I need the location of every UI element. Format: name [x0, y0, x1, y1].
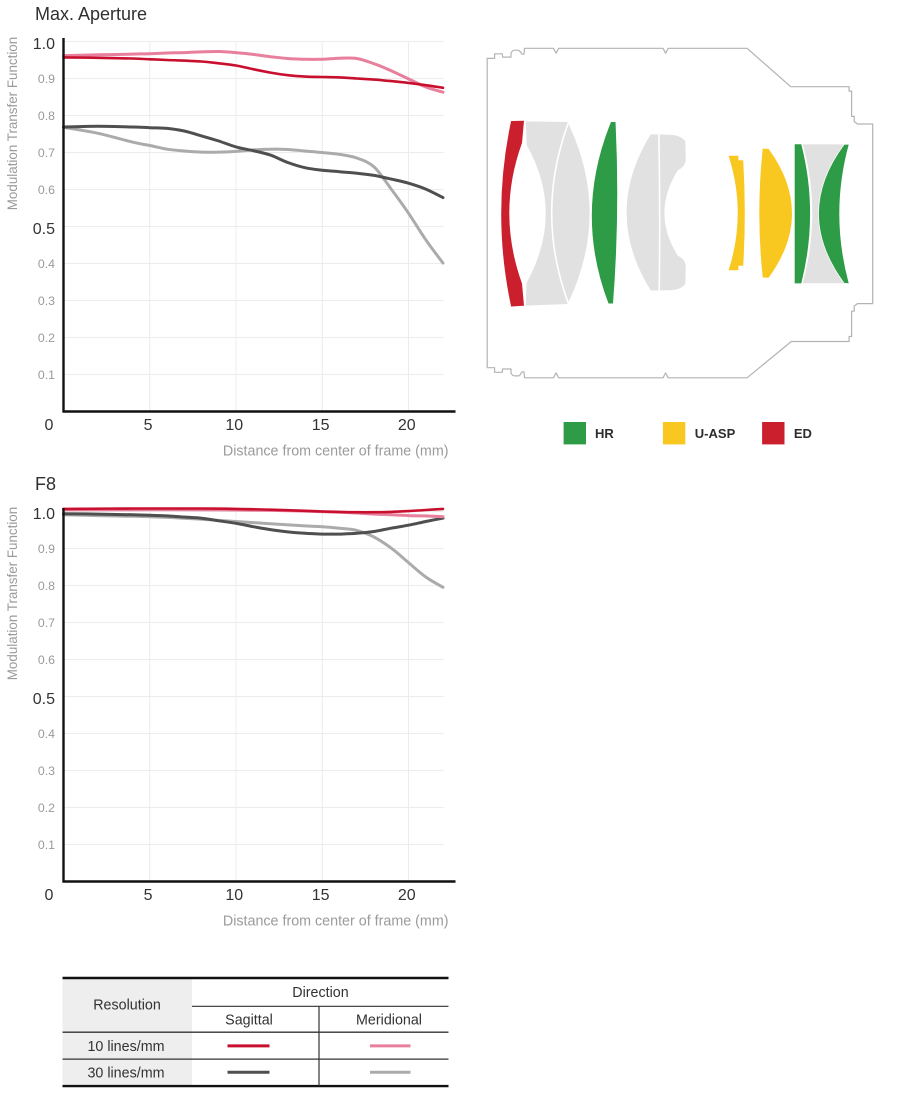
- svg-text:0.5: 0.5: [33, 221, 55, 238]
- svg-text:0.9: 0.9: [38, 542, 55, 556]
- svg-text:0.7: 0.7: [38, 146, 55, 160]
- svg-text:0: 0: [45, 887, 54, 904]
- svg-text:Resolution: Resolution: [93, 998, 161, 1014]
- svg-text:0.4: 0.4: [38, 257, 55, 271]
- svg-text:Direction: Direction: [292, 985, 348, 1001]
- svg-text:HR: HR: [595, 426, 614, 441]
- svg-text:0.9: 0.9: [38, 72, 55, 86]
- svg-text:0.3: 0.3: [38, 764, 55, 778]
- svg-text:F8: F8: [35, 474, 56, 494]
- svg-text:0.4: 0.4: [38, 727, 55, 741]
- svg-text:0.6: 0.6: [38, 183, 55, 197]
- svg-text:10: 10: [225, 887, 243, 904]
- svg-text:0.8: 0.8: [38, 579, 55, 593]
- svg-text:Distance from center of frame: Distance from center of frame (mm): [223, 444, 449, 460]
- svg-text:15: 15: [312, 887, 330, 904]
- svg-text:Modulation Transfer Function: Modulation Transfer Function: [5, 507, 20, 680]
- svg-text:0.5: 0.5: [33, 691, 55, 708]
- svg-text:0.7: 0.7: [38, 616, 55, 630]
- svg-text:10: 10: [225, 417, 243, 434]
- svg-text:Max. Aperture: Max. Aperture: [35, 4, 147, 24]
- svg-text:Meridional: Meridional: [356, 1013, 422, 1029]
- svg-text:5: 5: [144, 417, 153, 434]
- svg-text:15: 15: [312, 417, 330, 434]
- svg-text:Distance from center of frame: Distance from center of frame (mm): [223, 914, 449, 930]
- svg-text:5: 5: [144, 887, 153, 904]
- svg-text:1.0: 1.0: [33, 36, 55, 53]
- svg-text:U-ASP: U-ASP: [695, 426, 736, 441]
- svg-text:0.6: 0.6: [38, 653, 55, 667]
- svg-text:0.2: 0.2: [38, 331, 55, 345]
- svg-text:0: 0: [45, 417, 54, 434]
- svg-text:20: 20: [398, 417, 416, 434]
- svg-text:1.0: 1.0: [33, 506, 55, 523]
- svg-text:Sagittal: Sagittal: [225, 1013, 273, 1029]
- svg-text:0.2: 0.2: [38, 801, 55, 815]
- svg-text:10 lines/mm: 10 lines/mm: [87, 1039, 164, 1055]
- svg-text:0.8: 0.8: [38, 109, 55, 123]
- svg-text:20: 20: [398, 887, 416, 904]
- svg-text:0.3: 0.3: [38, 294, 55, 308]
- svg-text:0.1: 0.1: [38, 368, 55, 382]
- svg-text:0.1: 0.1: [38, 838, 55, 852]
- svg-text:30 lines/mm: 30 lines/mm: [87, 1065, 164, 1081]
- svg-text:Modulation Transfer Function: Modulation Transfer Function: [5, 37, 20, 210]
- svg-text:ED: ED: [794, 426, 812, 441]
